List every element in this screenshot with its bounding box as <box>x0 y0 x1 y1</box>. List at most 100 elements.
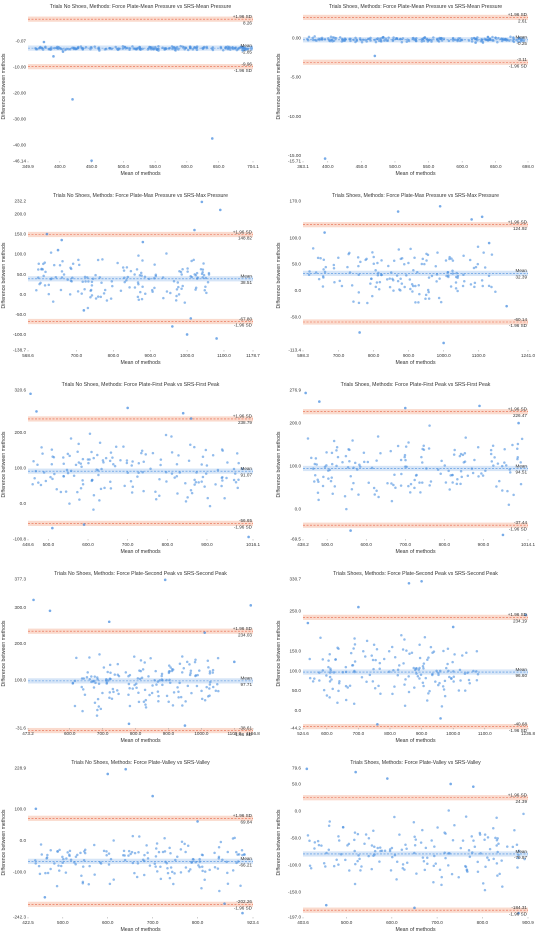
chart-title: Trials Shoes, Methods: Force Plate-Max P… <box>332 193 499 199</box>
data-point <box>153 678 156 682</box>
data-point <box>523 857 526 861</box>
data-point <box>137 691 140 695</box>
data-point <box>371 251 374 254</box>
data-point <box>496 837 499 840</box>
upper-value-label: 2.61 <box>518 19 527 24</box>
data-point <box>169 666 172 669</box>
data-point <box>451 660 454 664</box>
data-point <box>104 679 108 682</box>
data-point <box>414 284 417 288</box>
data-point <box>338 680 341 683</box>
data-point <box>99 295 103 299</box>
data-point <box>186 270 189 273</box>
data-point <box>201 869 204 873</box>
data-point <box>223 902 226 905</box>
data-point <box>413 844 417 847</box>
data-point <box>196 820 199 823</box>
x-tick-label: 700.0 <box>431 920 443 925</box>
data-point <box>356 832 360 836</box>
data-point <box>318 679 321 682</box>
data-point <box>211 671 215 674</box>
data-point <box>489 452 493 456</box>
x-tick-label: 473.2 <box>22 731 34 736</box>
data-point <box>359 38 363 42</box>
data-point <box>460 475 463 479</box>
data-point <box>122 269 126 272</box>
data-point <box>313 35 316 38</box>
data-point <box>419 491 422 494</box>
data-point <box>243 46 247 50</box>
data-point <box>491 35 494 39</box>
data-point <box>444 259 448 262</box>
data-point <box>173 476 176 479</box>
data-point <box>374 658 377 662</box>
data-point <box>161 46 164 49</box>
data-point <box>425 467 428 470</box>
data-point <box>451 269 454 273</box>
data-point <box>413 478 416 482</box>
data-point <box>39 843 43 846</box>
data-point <box>356 859 359 863</box>
data-point <box>90 478 94 482</box>
data-point <box>447 39 451 43</box>
data-point <box>103 288 107 292</box>
data-point <box>436 826 439 829</box>
data-point <box>67 47 70 51</box>
data-point <box>357 273 360 277</box>
data-point <box>138 835 141 838</box>
data-point <box>509 35 512 39</box>
y-tick-label: 276.9 <box>290 388 302 393</box>
data-point <box>43 895 47 899</box>
data-point <box>221 49 225 52</box>
data-point <box>198 865 201 869</box>
data-point <box>329 35 333 38</box>
data-point <box>456 276 459 279</box>
data-point <box>392 36 395 39</box>
data-point <box>353 643 357 646</box>
data-point <box>424 297 427 300</box>
data-point <box>372 643 376 646</box>
data-point <box>351 664 355 667</box>
data-point <box>92 679 96 683</box>
y-tick-label: 50.0 <box>292 782 301 787</box>
data-point <box>451 259 455 262</box>
data-point <box>50 277 53 280</box>
data-point <box>400 472 403 476</box>
data-point <box>154 847 158 850</box>
data-point <box>196 673 199 677</box>
data-point <box>41 452 44 455</box>
data-point <box>157 45 160 48</box>
chart-title: Trials No Shoes, Methods: Force Plate-Va… <box>71 760 210 766</box>
data-point <box>367 837 371 840</box>
data-point <box>467 678 471 682</box>
data-point <box>387 264 390 268</box>
data-point <box>225 476 228 480</box>
y-tick-label: 150.0 <box>290 648 302 653</box>
data-point <box>437 683 440 687</box>
data-point <box>93 675 97 678</box>
data-point <box>65 857 68 860</box>
data-point <box>42 471 46 474</box>
data-point <box>419 673 423 676</box>
upper-sd-label: +1.96 SD <box>508 406 528 411</box>
data-point <box>344 684 348 688</box>
lower-value-label: -67.80 <box>239 316 252 321</box>
data-point <box>327 824 331 828</box>
data-point <box>426 253 430 257</box>
data-point <box>77 263 81 267</box>
data-point <box>370 654 373 657</box>
data-point <box>439 669 442 673</box>
data-point <box>48 609 52 613</box>
data-point <box>497 36 500 40</box>
data-point <box>143 853 146 857</box>
y-tick-label: -5.00 <box>291 75 302 80</box>
data-point <box>357 493 360 496</box>
data-point <box>317 498 320 502</box>
data-point <box>426 862 429 866</box>
data-point <box>51 477 54 481</box>
data-point <box>109 47 112 50</box>
data-point <box>186 48 190 52</box>
data-point <box>48 47 51 51</box>
data-point <box>62 857 65 861</box>
data-point <box>348 459 351 463</box>
